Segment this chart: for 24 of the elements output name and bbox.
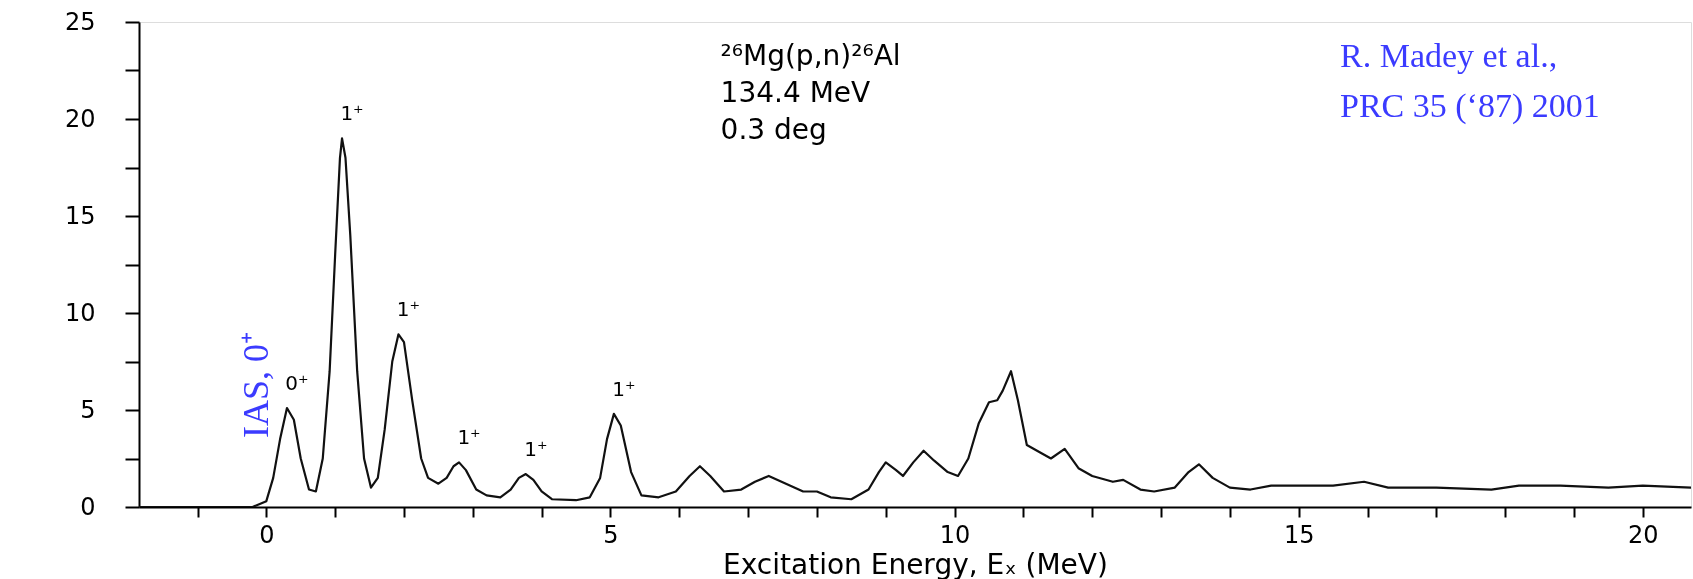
y-tick-label: 15 [64, 201, 96, 230]
x-tick-label: 10 [939, 520, 971, 549]
y-tick-label: 20 [64, 104, 96, 133]
annotation: 1⁺ [612, 376, 636, 401]
x-axis-title: Excitation Energy, Eₓ (MeV) [723, 547, 1108, 579]
annotation: 134.4 MeV [720, 75, 871, 109]
annotation: IAS, 0⁺ [235, 332, 276, 439]
x-tick-label: 5 [603, 520, 619, 549]
x-tick-label: 15 [1283, 520, 1315, 549]
annotation: 1⁺ [457, 425, 481, 450]
x-tick-label: 0 [259, 520, 275, 549]
annotation: PRC 35 (‘87) 2001 [1339, 87, 1600, 126]
annotation: 0.3 deg [720, 112, 827, 146]
x-tick-label: 20 [1628, 520, 1659, 549]
y-tick-label: 5 [80, 395, 96, 424]
annotation: 1⁺ [396, 297, 421, 322]
annotation: ²⁶Mg(p,n)²⁶Al [720, 38, 901, 72]
annotation: 1⁺ [524, 437, 548, 462]
y-tick-label: 25 [64, 7, 96, 36]
annotation: 0⁺ [285, 371, 309, 396]
y-tick-label: 0 [80, 492, 96, 521]
annotation: R. Madey et al., [1339, 36, 1558, 74]
annotation: 1⁺ [340, 101, 364, 126]
y-tick-label: 10 [64, 298, 96, 327]
